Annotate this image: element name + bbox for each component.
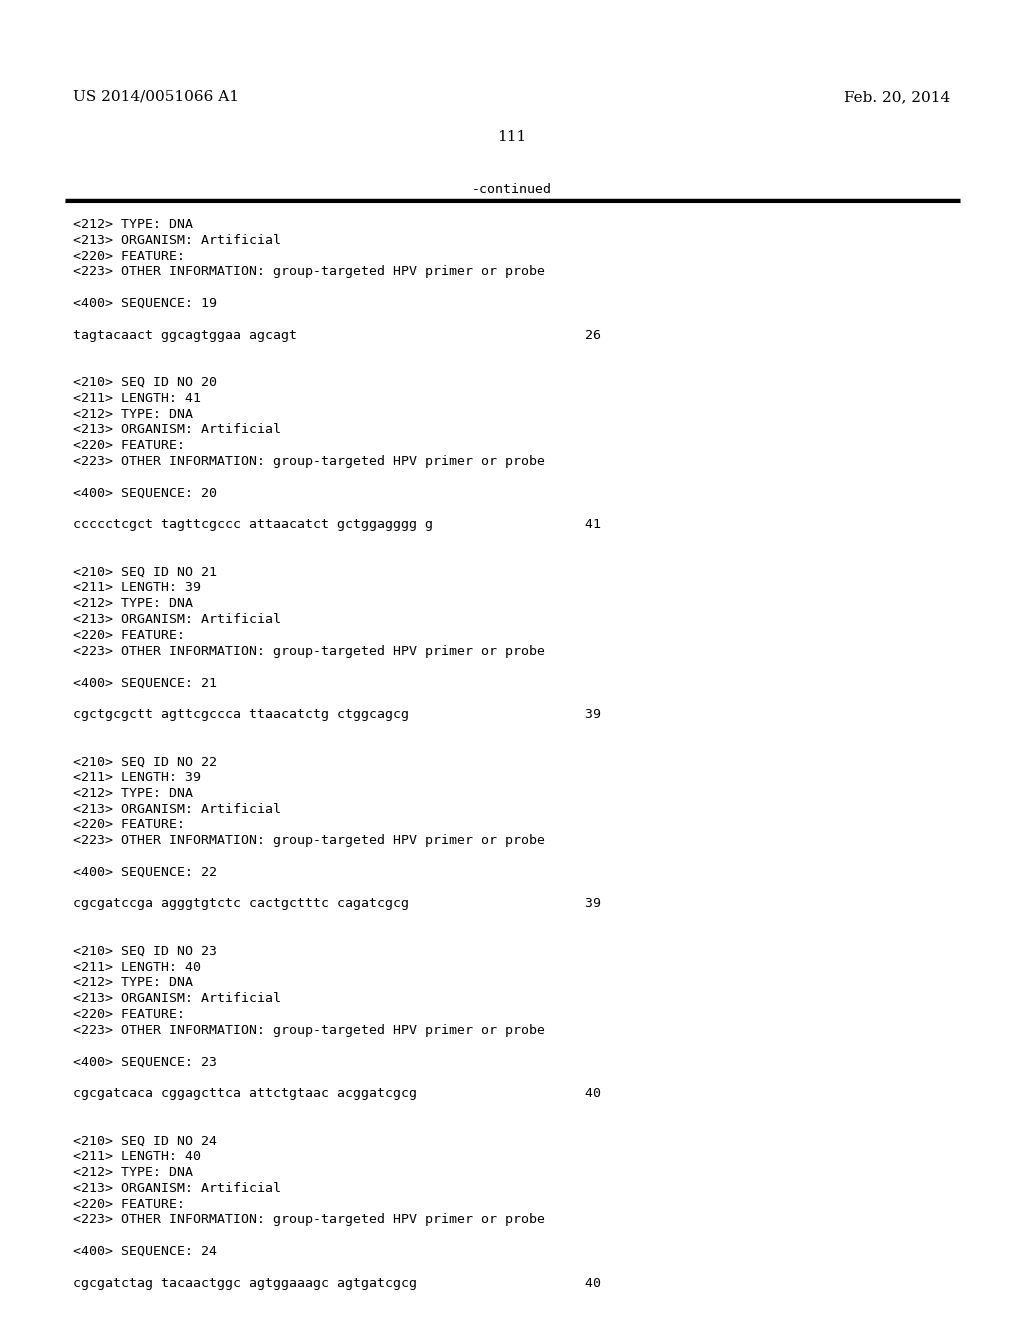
Text: Feb. 20, 2014: Feb. 20, 2014 xyxy=(844,90,950,104)
Text: <210> SEQ ID NO 22: <210> SEQ ID NO 22 xyxy=(73,755,217,768)
Text: <212> TYPE: DNA: <212> TYPE: DNA xyxy=(73,977,193,990)
Text: <211> LENGTH: 39: <211> LENGTH: 39 xyxy=(73,581,201,594)
Text: <211> LENGTH: 40: <211> LENGTH: 40 xyxy=(73,961,201,974)
Text: <223> OTHER INFORMATION: group-targeted HPV primer or probe: <223> OTHER INFORMATION: group-targeted … xyxy=(73,265,545,279)
Text: <400> SEQUENCE: 19: <400> SEQUENCE: 19 xyxy=(73,297,217,310)
Text: <400> SEQUENCE: 24: <400> SEQUENCE: 24 xyxy=(73,1245,217,1258)
Text: cgcgatccga agggtgtctc cactgctttc cagatcgcg                      39: cgcgatccga agggtgtctc cactgctttc cagatcg… xyxy=(73,898,601,911)
Text: <212> TYPE: DNA: <212> TYPE: DNA xyxy=(73,408,193,421)
Text: cgctgcgctt agttcgccca ttaacatctg ctggcagcg                      39: cgctgcgctt agttcgccca ttaacatctg ctggcag… xyxy=(73,708,601,721)
Text: <212> TYPE: DNA: <212> TYPE: DNA xyxy=(73,1166,193,1179)
Text: <211> LENGTH: 41: <211> LENGTH: 41 xyxy=(73,392,201,405)
Text: <212> TYPE: DNA: <212> TYPE: DNA xyxy=(73,218,193,231)
Text: US 2014/0051066 A1: US 2014/0051066 A1 xyxy=(73,90,239,104)
Text: <213> ORGANISM: Artificial: <213> ORGANISM: Artificial xyxy=(73,234,281,247)
Text: ccccctcgct tagttcgccc attaacatct gctggagggg g                   41: ccccctcgct tagttcgccc attaacatct gctggag… xyxy=(73,519,601,531)
Text: <220> FEATURE:: <220> FEATURE: xyxy=(73,628,185,642)
Text: <212> TYPE: DNA: <212> TYPE: DNA xyxy=(73,597,193,610)
Text: <211> LENGTH: 39: <211> LENGTH: 39 xyxy=(73,771,201,784)
Text: cgcgatctag tacaactggc agtggaaagc agtgatcgcg                     40: cgcgatctag tacaactggc agtggaaagc agtgatc… xyxy=(73,1276,601,1290)
Text: <223> OTHER INFORMATION: group-targeted HPV primer or probe: <223> OTHER INFORMATION: group-targeted … xyxy=(73,455,545,469)
Text: tagtacaact ggcagtggaa agcagt                                    26: tagtacaact ggcagtggaa agcagt 26 xyxy=(73,329,601,342)
Text: <400> SEQUENCE: 23: <400> SEQUENCE: 23 xyxy=(73,1056,217,1068)
Text: 111: 111 xyxy=(498,129,526,144)
Text: <210> SEQ ID NO 23: <210> SEQ ID NO 23 xyxy=(73,945,217,958)
Text: -continued: -continued xyxy=(472,183,552,195)
Text: <223> OTHER INFORMATION: group-targeted HPV primer or probe: <223> OTHER INFORMATION: group-targeted … xyxy=(73,1213,545,1226)
Text: <210> SEQ ID NO 20: <210> SEQ ID NO 20 xyxy=(73,376,217,389)
Text: <220> FEATURE:: <220> FEATURE: xyxy=(73,818,185,832)
Text: <400> SEQUENCE: 22: <400> SEQUENCE: 22 xyxy=(73,866,217,879)
Text: <213> ORGANISM: Artificial: <213> ORGANISM: Artificial xyxy=(73,424,281,437)
Text: <210> SEQ ID NO 21: <210> SEQ ID NO 21 xyxy=(73,565,217,578)
Text: <220> FEATURE:: <220> FEATURE: xyxy=(73,1197,185,1210)
Text: <213> ORGANISM: Artificial: <213> ORGANISM: Artificial xyxy=(73,612,281,626)
Text: <220> FEATURE:: <220> FEATURE: xyxy=(73,249,185,263)
Text: <210> SEQ ID NO 24: <210> SEQ ID NO 24 xyxy=(73,1134,217,1147)
Text: <400> SEQUENCE: 20: <400> SEQUENCE: 20 xyxy=(73,487,217,499)
Text: cgcgatcaca cggagcttca attctgtaac acggatcgcg                     40: cgcgatcaca cggagcttca attctgtaac acggatc… xyxy=(73,1086,601,1100)
Text: <223> OTHER INFORMATION: group-targeted HPV primer or probe: <223> OTHER INFORMATION: group-targeted … xyxy=(73,644,545,657)
Text: <213> ORGANISM: Artificial: <213> ORGANISM: Artificial xyxy=(73,1181,281,1195)
Text: <223> OTHER INFORMATION: group-targeted HPV primer or probe: <223> OTHER INFORMATION: group-targeted … xyxy=(73,1024,545,1036)
Text: <211> LENGTH: 40: <211> LENGTH: 40 xyxy=(73,1150,201,1163)
Text: <213> ORGANISM: Artificial: <213> ORGANISM: Artificial xyxy=(73,993,281,1006)
Text: <212> TYPE: DNA: <212> TYPE: DNA xyxy=(73,787,193,800)
Text: <400> SEQUENCE: 21: <400> SEQUENCE: 21 xyxy=(73,676,217,689)
Text: <220> FEATURE:: <220> FEATURE: xyxy=(73,440,185,453)
Text: <213> ORGANISM: Artificial: <213> ORGANISM: Artificial xyxy=(73,803,281,816)
Text: <220> FEATURE:: <220> FEATURE: xyxy=(73,1008,185,1020)
Text: <223> OTHER INFORMATION: group-targeted HPV primer or probe: <223> OTHER INFORMATION: group-targeted … xyxy=(73,834,545,847)
